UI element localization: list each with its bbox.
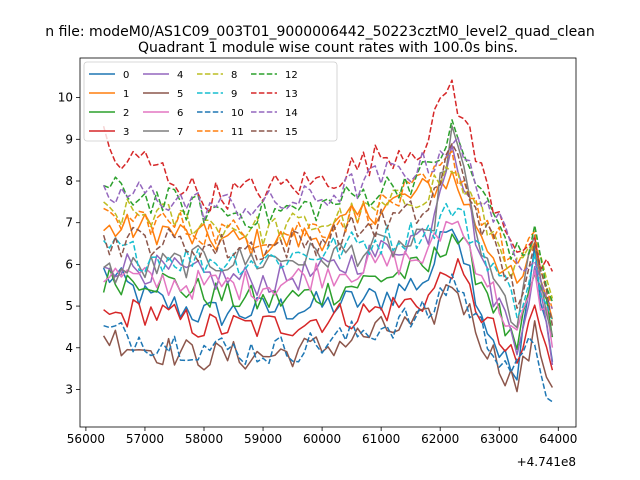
- legend-label-10: 10: [231, 108, 244, 119]
- y-tick-label: 10: [58, 91, 73, 105]
- y-tick-label: 4: [65, 341, 73, 355]
- y-axis: 3 4 5 6 7 8 9 10: [58, 91, 80, 396]
- y-tick-label: 6: [65, 257, 73, 271]
- legend-label-4: 4: [177, 70, 183, 81]
- x-tick-label: 59000: [244, 432, 282, 446]
- legend-label-15: 15: [285, 127, 298, 138]
- y-tick-label: 5: [65, 299, 73, 313]
- legend-label-6: 6: [177, 108, 183, 119]
- legend-label-9: 9: [231, 89, 237, 100]
- legend-label-14: 14: [285, 108, 298, 119]
- y-tick-label: 9: [65, 132, 73, 146]
- legend-label-7: 7: [177, 127, 183, 138]
- series-line-7: [103, 125, 554, 336]
- series-line-4: [103, 144, 554, 366]
- y-tick-label: 8: [65, 174, 73, 188]
- legend-label-12: 12: [285, 70, 298, 81]
- x-tick-label: 58000: [185, 432, 223, 446]
- legend-label-8: 8: [231, 70, 237, 81]
- series-line-6: [103, 220, 554, 348]
- chart-title: Quadrant 1 module wise count rates with …: [138, 40, 518, 56]
- series-line-14: [102, 136, 554, 309]
- series-line-11: [103, 150, 554, 311]
- legend-label-0: 0: [123, 70, 129, 81]
- series-line-5: [102, 284, 554, 393]
- legend-label-5: 5: [177, 89, 183, 100]
- series-line-0: [102, 228, 554, 381]
- x-offset-label: +4.741e8: [517, 455, 576, 469]
- figure-suptitle: n file: modeM0/AS1C09_003T01_9000006442_…: [45, 24, 594, 40]
- series-line-13: [102, 79, 554, 272]
- x-tick-label: 62000: [421, 432, 459, 446]
- x-tick-label: 61000: [362, 432, 400, 446]
- series-line-15: [102, 143, 554, 327]
- series-line-9: [103, 202, 554, 321]
- x-tick-label: 63000: [480, 432, 518, 446]
- x-tick-label: 64000: [539, 432, 577, 446]
- x-tick-label: 56000: [67, 432, 105, 446]
- y-tick-label: 3: [65, 382, 73, 396]
- series-line-10: [103, 273, 553, 403]
- x-tick-label: 60000: [303, 432, 341, 446]
- legend-label-2: 2: [123, 108, 129, 119]
- legend-label-3: 3: [123, 127, 129, 138]
- legend-label-1: 1: [123, 89, 129, 100]
- series-group: [102, 79, 554, 403]
- legend-box: [83, 61, 338, 142]
- series-line-3: [103, 258, 554, 371]
- legend-label-11: 11: [231, 127, 244, 138]
- legend-label-13: 13: [285, 89, 298, 100]
- x-tick-label: 57000: [126, 432, 164, 446]
- y-tick-label: 7: [65, 216, 73, 230]
- x-axis: 56000 57000 58000 59000 60000 61000 62000 63000…: [67, 427, 577, 446]
